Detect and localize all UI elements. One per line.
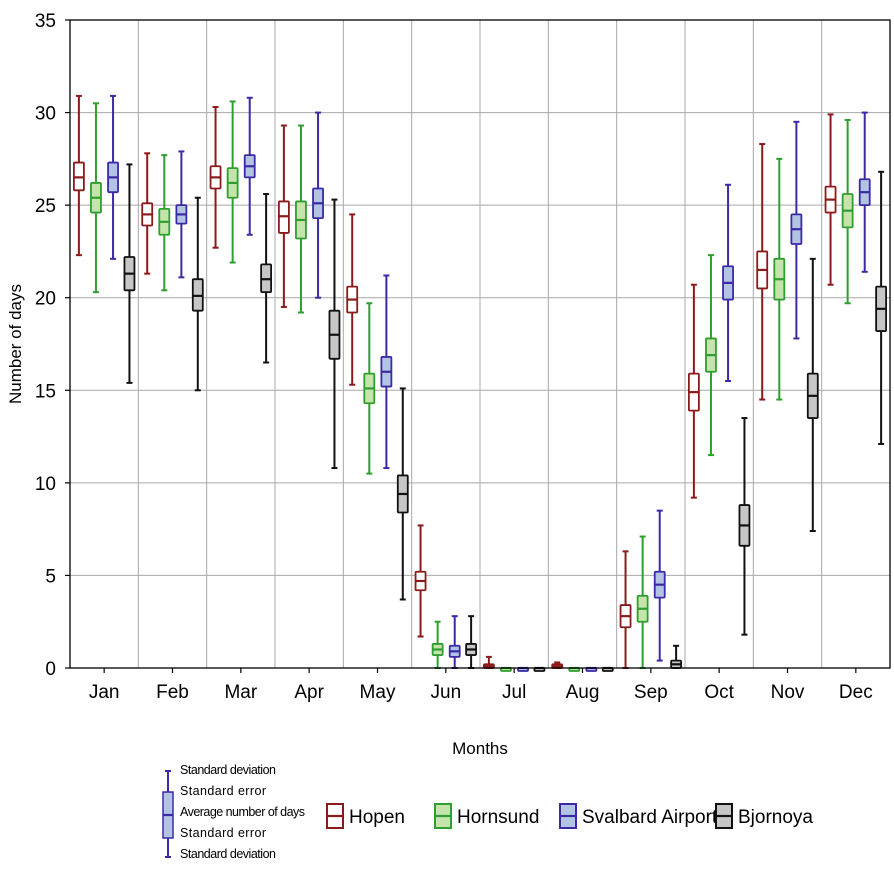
y-tick-label: 20 — [35, 289, 56, 310]
x-tick-label: Aug — [566, 682, 600, 703]
legend-label: Bjornoya — [738, 807, 813, 828]
legend-key-label: Standard deviation — [180, 847, 276, 861]
y-tick-label: 25 — [35, 196, 56, 217]
series-bjornoya — [123, 163, 888, 672]
y-tick-label: 15 — [35, 381, 56, 402]
axis-ticks: 0 5 10 15 20 25 30 35 Jan Feb Mar Apr May Jun Jul Aug Se… — [35, 11, 873, 703]
series-hopen — [72, 94, 837, 669]
x-tick-label: May — [360, 682, 396, 703]
x-tick-label: Sep — [634, 682, 668, 703]
x-tick-label: Dec — [839, 682, 873, 703]
legend-label: Hornsund — [457, 807, 539, 828]
y-tick-label: 30 — [35, 104, 56, 125]
x-tick-label: Jun — [431, 682, 462, 703]
plot-frame — [69, 19, 891, 669]
legend-label: Svalbard Airport — [582, 807, 718, 828]
x-tick-label: Jan — [89, 682, 120, 703]
legend-key-label: Standard deviation — [180, 763, 276, 777]
series-hornsund — [90, 100, 854, 672]
y-axis-label: Number of days — [6, 284, 25, 404]
y-tick-label: 10 — [35, 474, 56, 495]
x-tick-label: Mar — [224, 682, 257, 703]
x-tick-label: Nov — [771, 682, 805, 703]
x-tick-label: Apr — [294, 682, 324, 703]
legend-label: Hopen — [349, 807, 405, 828]
x-axis-label: Months — [452, 739, 508, 758]
legend-key-label: Standard error — [180, 784, 266, 798]
y-tick-label: 0 — [45, 659, 56, 680]
boxes — [72, 94, 888, 672]
y-tick-label: 5 — [45, 566, 56, 587]
grid — [70, 19, 890, 669]
legend-key-label: Average number of days — [180, 805, 305, 819]
x-tick-label: Feb — [156, 682, 189, 703]
legend-key-label: Standard error — [180, 826, 266, 840]
x-tick-label: Oct — [704, 682, 734, 703]
y-tick-label: 35 — [35, 11, 56, 32]
legend: Standard deviation Standard error Average … — [162, 763, 813, 861]
series-svalbard-airport — [107, 94, 871, 672]
x-tick-label: Jul — [502, 682, 526, 703]
